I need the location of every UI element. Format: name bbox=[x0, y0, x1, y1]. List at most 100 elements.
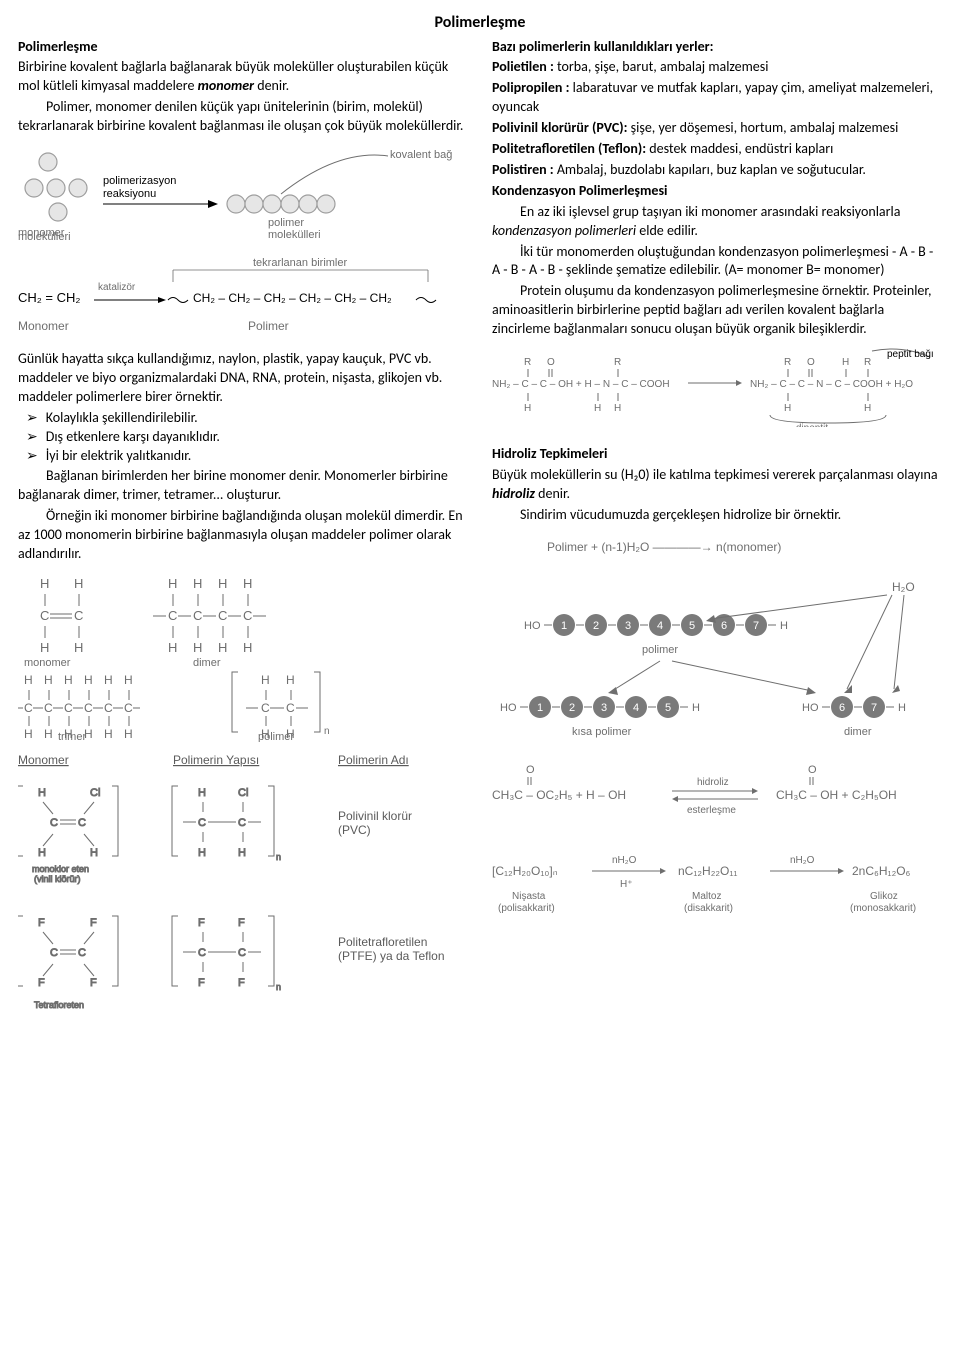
r4: Politetrafloretilen (Teflon): destek mad… bbox=[492, 140, 942, 159]
svg-text:molekülleri: molekülleri bbox=[18, 231, 71, 243]
svg-text:Cl: Cl bbox=[238, 787, 248, 799]
svg-text:H: H bbox=[898, 702, 906, 714]
tbl-h2: Polimerin Yapısı bbox=[173, 753, 259, 767]
two-column-layout: Polimerleşme Birbirine kovalent bağlarla… bbox=[18, 38, 942, 1048]
left-bullets: Kolaylıkla şekillendirilebilir. Dış etke… bbox=[18, 409, 468, 466]
svg-text:H: H bbox=[780, 620, 788, 632]
svg-text:C: C bbox=[261, 701, 270, 715]
svg-text:H: H bbox=[124, 673, 133, 687]
left-p1-bold: monomer bbox=[198, 77, 254, 94]
sugar-top1: nH₂O bbox=[612, 855, 637, 866]
fig3-polimer: polimer bbox=[258, 731, 294, 742]
r5b: Ambalaj, buzdolabı kapıları, buz kaplan … bbox=[557, 161, 866, 178]
fig2-chain: CH₂ – CH₂ – CH₂ – CH₂ – CH₂ – CH₂ bbox=[193, 291, 392, 305]
svg-text:C: C bbox=[286, 701, 295, 715]
left-p5: Örneğin iki monomer birbirine bağlandığı… bbox=[18, 507, 468, 564]
r1b: torba, şişe, barut, ambalaj malzemesi bbox=[557, 58, 768, 75]
page-title: Polimerleşme bbox=[18, 12, 942, 34]
figure-polymer-table: Monomer Polimerin Yapısı Polimerin Adı H… bbox=[18, 750, 468, 1040]
svg-text:H: H bbox=[104, 727, 113, 741]
svg-text:n: n bbox=[276, 982, 281, 992]
r3: Polivinil klorürür (PVC): şişe, yer döşe… bbox=[492, 119, 942, 138]
svg-text:F: F bbox=[90, 977, 97, 989]
svg-text:C: C bbox=[50, 947, 58, 959]
right-p1c: elde edilir. bbox=[636, 222, 698, 239]
right-column: Bazı polimerlerin kullanıldıkları yerler… bbox=[492, 38, 942, 1048]
svg-text:H: H bbox=[74, 640, 83, 655]
r4b: destek maddesi, endüstri kapları bbox=[649, 140, 833, 157]
svg-text:NH₂ – C – C – OH + H – N – C –: NH₂ – C – C – OH + H – N – C – COOH bbox=[492, 379, 670, 390]
r3b: şişe, yer döşemesi, hortum, ambalaj malz… bbox=[631, 119, 899, 136]
svg-text:H: H bbox=[286, 673, 295, 687]
fig3-monomer: monomer bbox=[24, 657, 71, 669]
right-h3: Hidroliz Tepkimeleri bbox=[492, 445, 942, 464]
svg-text:R: R bbox=[524, 357, 531, 368]
left-p2: Polimer, monomer denilen küçük yapı ünit… bbox=[18, 98, 468, 136]
svg-text:C: C bbox=[243, 608, 252, 623]
svg-text:H: H bbox=[198, 847, 206, 859]
svg-text:H: H bbox=[193, 640, 202, 655]
svg-text:C: C bbox=[104, 701, 113, 715]
sugar-r: 2nC₆H₁₂O₆ bbox=[852, 864, 911, 878]
left-p4: Bağlanan birimlerden her birine monomer … bbox=[18, 467, 468, 505]
hyd-dimer: dimer bbox=[844, 726, 872, 738]
fig2-tekrar: tekrarlanan birimler bbox=[253, 257, 347, 269]
fig1-rxn2: reaksiyonu bbox=[103, 188, 156, 200]
svg-text:C: C bbox=[193, 608, 202, 623]
right-p4c: denir. bbox=[535, 485, 570, 502]
ester-top: hidroliz bbox=[697, 777, 729, 788]
svg-text:H: H bbox=[168, 576, 177, 591]
bullet-3: İyi bir elektrik yalıtkanıdır. bbox=[48, 447, 468, 466]
svg-text:3: 3 bbox=[601, 702, 607, 714]
svg-text:H: H bbox=[594, 403, 601, 414]
svg-text:F: F bbox=[198, 917, 205, 929]
ester-bot: esterleşme bbox=[687, 805, 736, 816]
svg-text:H: H bbox=[243, 640, 252, 655]
tbl-h3: Polimerin Adı bbox=[338, 753, 409, 767]
svg-text:H: H bbox=[124, 727, 133, 741]
figure-ester: O CH₃C – OC₂H₅ + H – OH hidroliz esterle… bbox=[492, 761, 942, 819]
svg-text:H: H bbox=[104, 673, 113, 687]
svg-text:C: C bbox=[40, 608, 49, 623]
right-p1a: En az iki işlevsel grup taşıyan iki mono… bbox=[520, 203, 900, 220]
sugar-top2: nH₂O bbox=[790, 855, 815, 866]
svg-text:C: C bbox=[198, 817, 206, 829]
svg-text:H: H bbox=[692, 702, 700, 714]
svg-text:(PVC): (PVC) bbox=[338, 823, 371, 837]
ester-right: CH₃C – OH + C₂H₅OH bbox=[776, 788, 897, 802]
svg-text:6: 6 bbox=[839, 702, 845, 714]
svg-text:H: H bbox=[198, 787, 206, 799]
svg-text:molekülleri: molekülleri bbox=[268, 229, 321, 241]
r5a: Polistiren : bbox=[492, 161, 557, 178]
bullet-1: Kolaylıkla şekillendirilebilir. bbox=[48, 409, 468, 428]
svg-text:H: H bbox=[261, 673, 270, 687]
svg-text:H: H bbox=[64, 673, 73, 687]
svg-text:NH₂ – C – C – N – C – COOH + H: NH₂ – C – C – N – C – COOH + H₂O bbox=[750, 379, 913, 390]
svg-text:polimer: polimer bbox=[268, 217, 304, 229]
svg-text:R: R bbox=[864, 357, 871, 368]
svg-text:H: H bbox=[614, 403, 621, 414]
left-p1-rest: denir. bbox=[254, 77, 289, 94]
svg-text:Polivinil klorür: Polivinil klorür bbox=[338, 809, 412, 823]
svg-text:O: O bbox=[808, 764, 817, 776]
dipep: dipeptit bbox=[796, 423, 828, 427]
svg-text:F: F bbox=[38, 917, 45, 929]
svg-text:2: 2 bbox=[569, 702, 575, 714]
right-p1b: kondenzasyon polimerleri bbox=[492, 222, 636, 239]
ester-left: CH₃C – OC₂H₅ + H – OH bbox=[492, 788, 626, 802]
svg-text:H: H bbox=[864, 403, 871, 414]
fig2-mono: Monomer bbox=[18, 319, 69, 333]
svg-text:n: n bbox=[276, 852, 281, 862]
svg-text:n: n bbox=[324, 726, 330, 737]
hyd-eq: Polimer + (n-1)H₂O ————→ n(monomer) bbox=[547, 540, 781, 554]
svg-text:C: C bbox=[50, 817, 58, 829]
svg-text:H: H bbox=[168, 640, 177, 655]
svg-text:F: F bbox=[38, 977, 45, 989]
svg-text:HO: HO bbox=[524, 620, 541, 632]
bullet-2: Dış etkenlere karşı dayanıklıdır. bbox=[48, 428, 468, 447]
sugar-n3b: (monosakkarit) bbox=[850, 903, 916, 914]
svg-text:F: F bbox=[238, 977, 245, 989]
svg-text:6: 6 bbox=[721, 620, 727, 632]
svg-text:C: C bbox=[218, 608, 227, 623]
svg-text:F: F bbox=[238, 917, 245, 929]
